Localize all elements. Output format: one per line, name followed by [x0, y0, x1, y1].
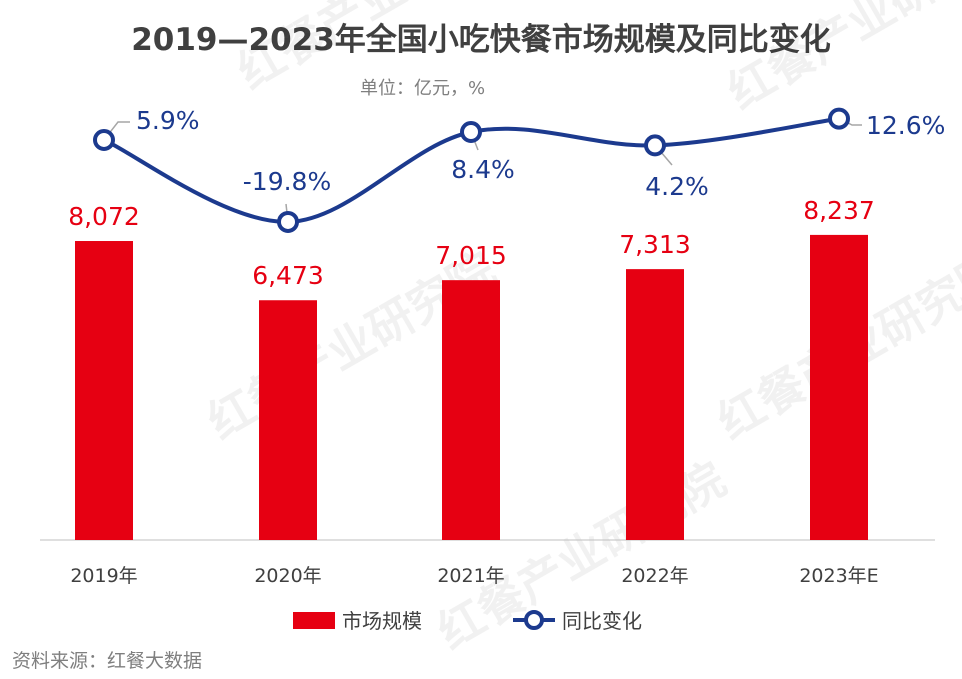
unit-label: 单位：亿元，% [360, 78, 486, 99]
watermark: 红餐产业研究院 [229, 0, 535, 100]
x-tick-label: 2019年 [70, 565, 137, 587]
line-label: -19.8% [243, 167, 331, 196]
line-label: 5.9% [136, 106, 200, 135]
x-tick-label: 2022年 [621, 565, 688, 587]
line-point [828, 107, 850, 130]
legend-bar-swatch [293, 612, 335, 629]
line-label: 4.2% [645, 172, 709, 201]
x-tick-label: 2021年 [437, 565, 504, 587]
line-label: 12.6% [866, 111, 945, 140]
x-tick-label: 2020年 [254, 565, 321, 587]
bar [442, 280, 500, 540]
bar [259, 300, 317, 540]
bar-label: 8,072 [68, 202, 140, 231]
legend-line-marker [524, 610, 544, 630]
source-note: 资料来源：红餐大数据 [12, 650, 203, 672]
watermark: 红餐产业研究院 [719, 0, 962, 120]
x-tick-label: 2023年E [799, 565, 878, 587]
line-point [277, 210, 299, 233]
line-label: 8.4% [451, 155, 515, 184]
legend-bar-label: 市场规模 [342, 609, 422, 633]
bar-label: 7,313 [619, 230, 691, 259]
bar [75, 241, 133, 540]
bar [626, 269, 684, 540]
line-point [93, 128, 115, 151]
chart-title: 2019—2023年全国小吃快餐市场规模及同比变化 [131, 22, 831, 58]
bar-label: 7,015 [435, 241, 507, 270]
bar-label: 6,473 [252, 261, 324, 290]
line-point [644, 134, 666, 157]
legend-line-label: 同比变化 [562, 609, 642, 633]
bar-label: 8,237 [803, 196, 875, 225]
bar [810, 234, 868, 540]
line-point [460, 121, 482, 144]
